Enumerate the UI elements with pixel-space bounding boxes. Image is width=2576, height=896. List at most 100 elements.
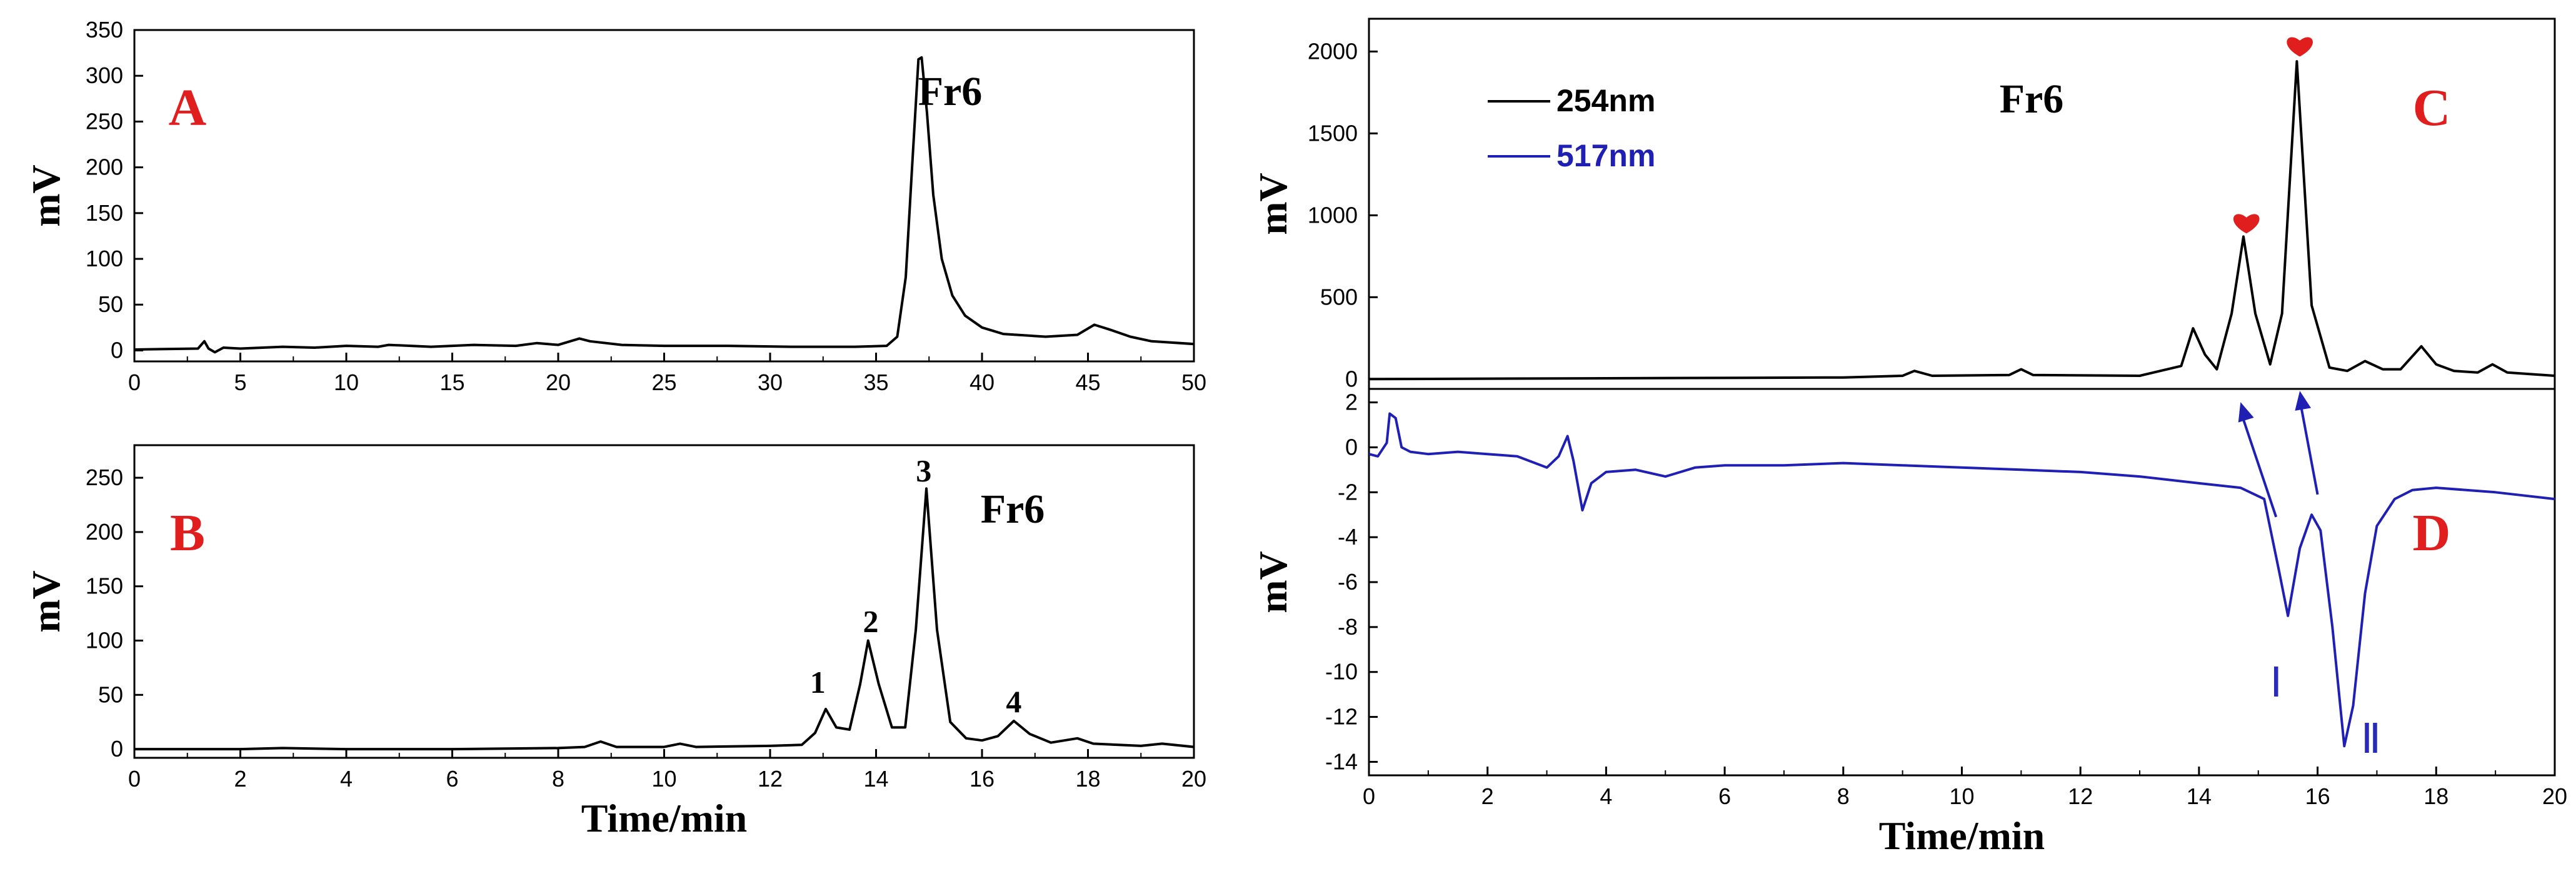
arrow-line: [2239, 410, 2278, 518]
panel-letter: B: [170, 504, 205, 562]
arrow-head-icon: [2295, 391, 2312, 411]
panel-letter: A: [169, 79, 207, 137]
sample-label: Fr6: [918, 69, 983, 114]
x-tick-label: 18: [2423, 783, 2448, 809]
x-tick-label: 50: [1181, 370, 1206, 395]
x-tick-label: 35: [863, 370, 888, 395]
y-tick-label: 100: [86, 628, 123, 653]
x-tick-label: 40: [970, 370, 995, 395]
x-tick-label: 30: [758, 370, 783, 395]
x-tick-label: 15: [439, 370, 464, 395]
x-tick-label: 2: [1481, 783, 1494, 809]
x-tick-label: 0: [128, 370, 141, 395]
panel-d: 0 2 4 6 8 10 12 14 16 18 2020-2-4-6-8-10-12-14mVTi…: [1251, 388, 2567, 858]
x-tick-label: 18: [1075, 766, 1100, 792]
y-tick-label: 150: [86, 200, 123, 226]
x-tick-label: 16: [2305, 783, 2330, 809]
legend-label: 517nm: [1556, 138, 1655, 173]
plot-frame: [133, 29, 1195, 363]
y-tick-label: 2000: [1308, 38, 1358, 64]
x-tick-label: 12: [2068, 783, 2093, 809]
arrow-head-icon: [2238, 402, 2254, 423]
y-tick-label: 150: [86, 573, 123, 599]
x-tick-label: 10: [1949, 783, 1974, 809]
y-tick-label: 0: [111, 736, 123, 762]
y-tick-label: -14: [1325, 748, 1358, 774]
y-tick-label: -6: [1338, 569, 1358, 595]
x-tick-label: 6: [446, 766, 458, 792]
y-tick-label: 100: [86, 246, 123, 271]
y-tick-label: 0: [1345, 366, 1358, 391]
peak-roman-label: Ⅰ: [2270, 660, 2282, 706]
y-tick-label: -8: [1338, 614, 1358, 640]
y-tick-label: -2: [1338, 479, 1358, 505]
y-tick-label: 200: [86, 519, 123, 545]
y-tick-label: 500: [1320, 284, 1358, 310]
x-axis-title: Time/min: [1879, 813, 2045, 858]
series-line-fr6: [134, 487, 1194, 751]
y-axis-title: mV: [1251, 173, 1295, 235]
x-tick-label: 12: [758, 766, 783, 792]
peak-number-label: 3: [916, 453, 931, 488]
peak-number-label: 1: [810, 665, 826, 700]
x-tick-label: 20: [546, 370, 571, 395]
x-axis-title: Time/min: [581, 796, 748, 840]
x-tick-label: 16: [970, 766, 995, 792]
y-tick-label: 250: [86, 465, 123, 490]
panel-a: 0 5 10 15 20 25 30 35 40 45 50 0 50 100 150 200 250 300 35…: [24, 17, 1206, 395]
peak-roman-label: Ⅱ: [2361, 717, 2381, 762]
x-tick-label: 10: [334, 370, 359, 395]
y-tick-label: 0: [111, 337, 123, 363]
x-tick-label: 45: [1075, 370, 1100, 395]
y-tick-label: -10: [1325, 659, 1358, 685]
y-tick-label: 50: [98, 682, 123, 707]
peak-number-label: 4: [1006, 684, 1021, 719]
panel-letter: C: [2413, 79, 2451, 137]
x-tick-label: 4: [340, 766, 353, 792]
y-tick-label: -4: [1338, 524, 1358, 550]
panel-letter: D: [2413, 504, 2451, 562]
x-tick-label: 5: [234, 370, 246, 395]
x-tick-label: 20: [2542, 783, 2567, 809]
plot-frame: [1368, 18, 2556, 390]
x-tick-label: 0: [128, 766, 141, 792]
y-tick-label: 200: [86, 154, 123, 180]
x-tick-label: 14: [863, 766, 888, 792]
y-tick-label: -12: [1325, 704, 1358, 730]
y-tick-label: 1000: [1308, 202, 1358, 228]
series-line-254nm: [1369, 60, 2555, 381]
panel-c: 0 500 1000 1500 2000 mV C Fr6 254nm 517nm: [1251, 18, 2556, 391]
x-tick-label: 20: [1181, 766, 1206, 792]
y-tick-label: 300: [86, 63, 123, 88]
y-axis-title: mV: [24, 164, 68, 227]
peak-number-label: 2: [863, 604, 879, 639]
y-axis-title: mV: [24, 570, 68, 633]
x-tick-label: 8: [1837, 783, 1850, 809]
heart-marker-icon: [2233, 214, 2260, 234]
series-line-fr6: [134, 56, 1194, 354]
arrow-line: [2298, 399, 2319, 495]
y-tick-label: 1500: [1308, 120, 1358, 146]
x-tick-label: 2: [234, 766, 246, 792]
sample-label: Fr6: [2000, 76, 2064, 122]
series-line-517nm: [1369, 412, 2555, 748]
sample-label: Fr6: [981, 486, 1045, 532]
legend-label: 254nm: [1556, 83, 1655, 118]
y-tick-label: 250: [86, 108, 123, 134]
x-tick-label: 0: [1363, 783, 1375, 809]
y-tick-label: 0: [1345, 434, 1358, 460]
x-tick-label: 4: [1600, 783, 1612, 809]
y-tick-label: 2: [1345, 390, 1358, 415]
y-tick-label: 350: [86, 17, 123, 43]
x-tick-label: 8: [552, 766, 564, 792]
panel-b: 0 2 4 6 8 10 12 14 16 18 20050100150200250mVTime/m…: [24, 444, 1206, 840]
x-tick-label: 25: [651, 370, 676, 395]
x-tick-label: 14: [2187, 783, 2212, 809]
y-axis-title: mV: [1251, 551, 1295, 613]
y-tick-label: 50: [98, 291, 123, 317]
x-tick-label: 10: [651, 766, 676, 792]
heart-marker-icon: [2287, 37, 2313, 57]
x-tick-label: 6: [1718, 783, 1731, 809]
